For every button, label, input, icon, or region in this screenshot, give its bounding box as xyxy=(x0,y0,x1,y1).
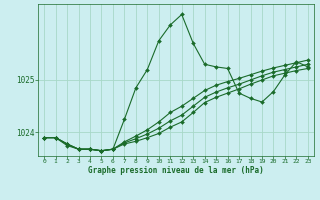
X-axis label: Graphe pression niveau de la mer (hPa): Graphe pression niveau de la mer (hPa) xyxy=(88,166,264,175)
